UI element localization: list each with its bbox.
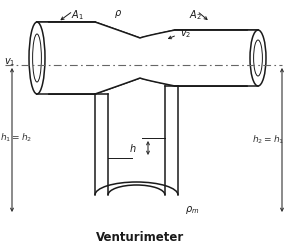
Text: $v_1$: $v_1$: [4, 56, 15, 68]
Text: $h$: $h$: [129, 142, 137, 154]
Text: $v_2$: $v_2$: [180, 28, 191, 40]
Text: $h_1 = h_2$: $h_1 = h_2$: [0, 132, 32, 144]
Ellipse shape: [29, 22, 45, 94]
Text: $h_2 = h_1$: $h_2 = h_1$: [252, 134, 284, 146]
Ellipse shape: [254, 40, 263, 76]
Text: Venturimeter: Venturimeter: [96, 231, 184, 244]
Polygon shape: [37, 22, 258, 94]
Text: $\rho$: $\rho$: [114, 8, 122, 20]
Text: $\rho_m$: $\rho_m$: [185, 204, 199, 216]
Polygon shape: [108, 86, 165, 195]
Text: $A_1$: $A_1$: [71, 8, 83, 22]
Ellipse shape: [250, 30, 266, 86]
Polygon shape: [37, 22, 47, 94]
Polygon shape: [248, 30, 268, 86]
Ellipse shape: [33, 34, 41, 82]
Text: $A_2$: $A_2$: [189, 8, 201, 22]
Polygon shape: [37, 22, 258, 94]
